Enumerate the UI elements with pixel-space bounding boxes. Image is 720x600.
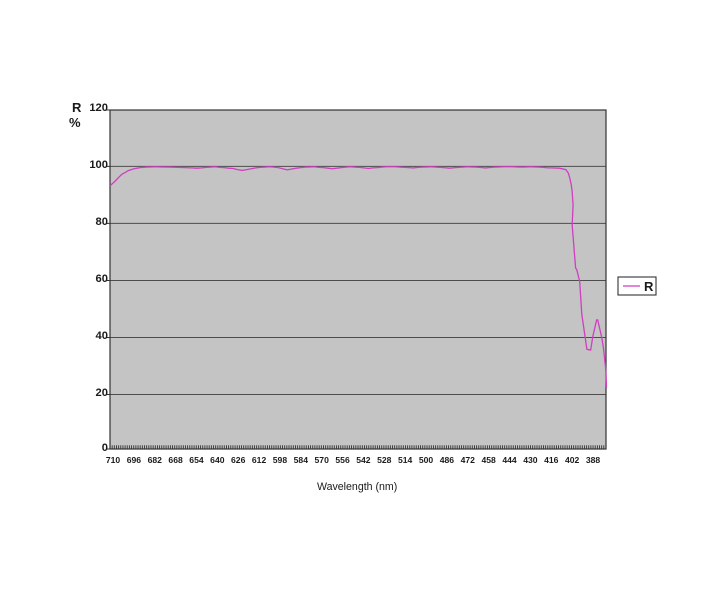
svg-text:R: R — [644, 279, 654, 294]
